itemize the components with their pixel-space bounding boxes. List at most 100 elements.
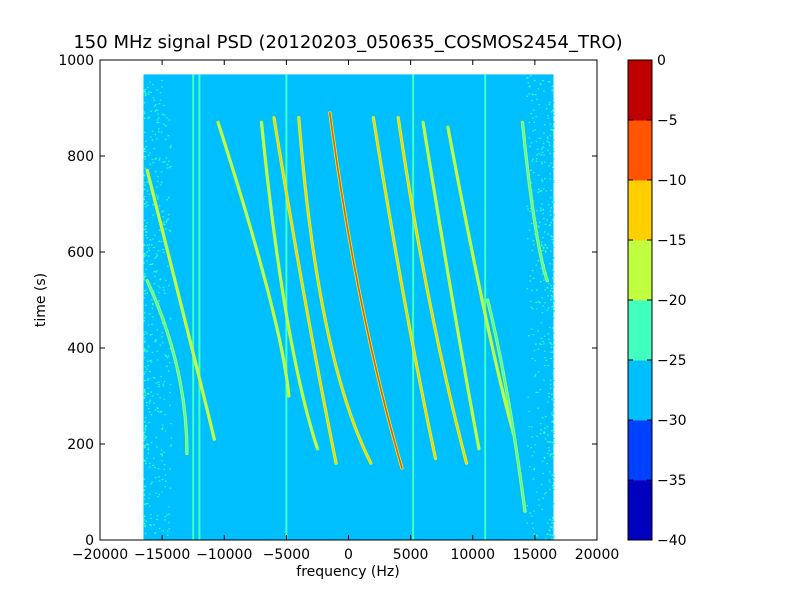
noise-speck [158, 527, 161, 530]
noise-speck [552, 219, 554, 221]
noise-speck [151, 481, 153, 483]
noise-speck [157, 121, 160, 123]
noise-speck [161, 491, 163, 493]
noise-speck [153, 524, 155, 526]
noise-speck [531, 93, 533, 95]
noise-speck [553, 112, 555, 114]
noise-speck [149, 152, 151, 154]
noise-speck [144, 417, 147, 419]
noise-speck [540, 337, 543, 340]
noise-speck [164, 224, 166, 226]
noise-speck [143, 111, 145, 113]
noise-speck [143, 493, 146, 495]
noise-speck [164, 486, 167, 488]
noise-speck [164, 292, 166, 294]
noise-speck [165, 221, 167, 223]
noise-speck [143, 277, 146, 279]
noise-speck [542, 305, 544, 307]
noise-speck [161, 460, 163, 462]
signal-trace [217, 121, 290, 397]
noise-speck [143, 337, 146, 339]
noise-speck [144, 427, 147, 429]
noise-speck [535, 158, 538, 160]
noise-speck [543, 456, 546, 459]
noise-speck [550, 294, 553, 296]
noise-speck [543, 457, 546, 460]
noise-speck [553, 299, 555, 301]
noise-speck [552, 477, 555, 479]
noise-speck [143, 397, 146, 399]
noise-speck [166, 117, 168, 119]
noise-speck [148, 466, 151, 468]
noise-speck [536, 435, 539, 437]
noise-speck [155, 271, 157, 273]
noise-speck [160, 376, 162, 378]
noise-speck [161, 336, 163, 338]
noise-speck [145, 462, 147, 465]
noise-speck [542, 209, 545, 211]
noise-speck [145, 234, 147, 236]
noise-speck [549, 488, 551, 490]
noise-speck [549, 379, 552, 381]
noise-speck [148, 393, 150, 395]
noise-speck [544, 357, 546, 359]
noise-speck [143, 188, 146, 191]
noise-speck [547, 117, 550, 119]
noise-speck [159, 99, 162, 101]
noise-speck [144, 444, 147, 447]
noise-speck [156, 329, 159, 331]
noise-speck [163, 398, 166, 400]
noise-speck [543, 90, 545, 92]
noise-speck [154, 104, 157, 106]
noise-speck [553, 520, 556, 522]
noise-speck [154, 133, 156, 136]
noise-speck [156, 350, 159, 352]
noise-speck [537, 348, 540, 350]
noise-speck [157, 196, 159, 198]
noise-speck [152, 97, 155, 99]
noise-speck [551, 421, 553, 423]
noise-speck [147, 364, 149, 367]
noise-speck [540, 148, 543, 150]
noise-speck [543, 335, 546, 337]
colorbar-tick-label: −40 [657, 533, 687, 549]
noise-speck [546, 219, 549, 221]
noise-speck [143, 390, 146, 393]
noise-speck [147, 345, 150, 347]
noise-speck [163, 380, 166, 383]
noise-speck [161, 428, 163, 430]
noise-speck [165, 480, 167, 482]
noise-speck [546, 522, 549, 524]
noise-speck [540, 209, 542, 212]
noise-speck [529, 280, 531, 282]
noise-speck [533, 233, 536, 235]
noise-speck [539, 302, 541, 304]
noise-speck [526, 77, 528, 79]
noise-speck [149, 399, 151, 401]
noise-speck [553, 201, 555, 203]
noise-speck [533, 510, 535, 512]
noise-speck [152, 238, 154, 240]
noise-speck [144, 91, 146, 93]
noise-speck [553, 454, 555, 456]
noise-speck [538, 499, 540, 501]
noise-speck [143, 350, 146, 352]
noise-speck [553, 344, 555, 346]
noise-speck [553, 480, 556, 482]
colorbar-tick-label: −30 [657, 413, 687, 429]
noise-speck [553, 120, 556, 123]
noise-speck [553, 332, 555, 334]
noise-speck [553, 158, 555, 160]
noise-speck [545, 416, 547, 418]
noise-speck [152, 464, 154, 467]
noise-speck [144, 394, 147, 397]
noise-speck [148, 116, 151, 118]
noise-speck [145, 502, 148, 505]
noise-speck [541, 245, 543, 247]
noise-speck [154, 339, 157, 341]
noise-speck [553, 353, 555, 355]
noise-speck [549, 235, 552, 237]
noise-speck [144, 424, 147, 427]
y-axis-label: time (s) [33, 273, 49, 327]
noise-speck [553, 440, 555, 442]
